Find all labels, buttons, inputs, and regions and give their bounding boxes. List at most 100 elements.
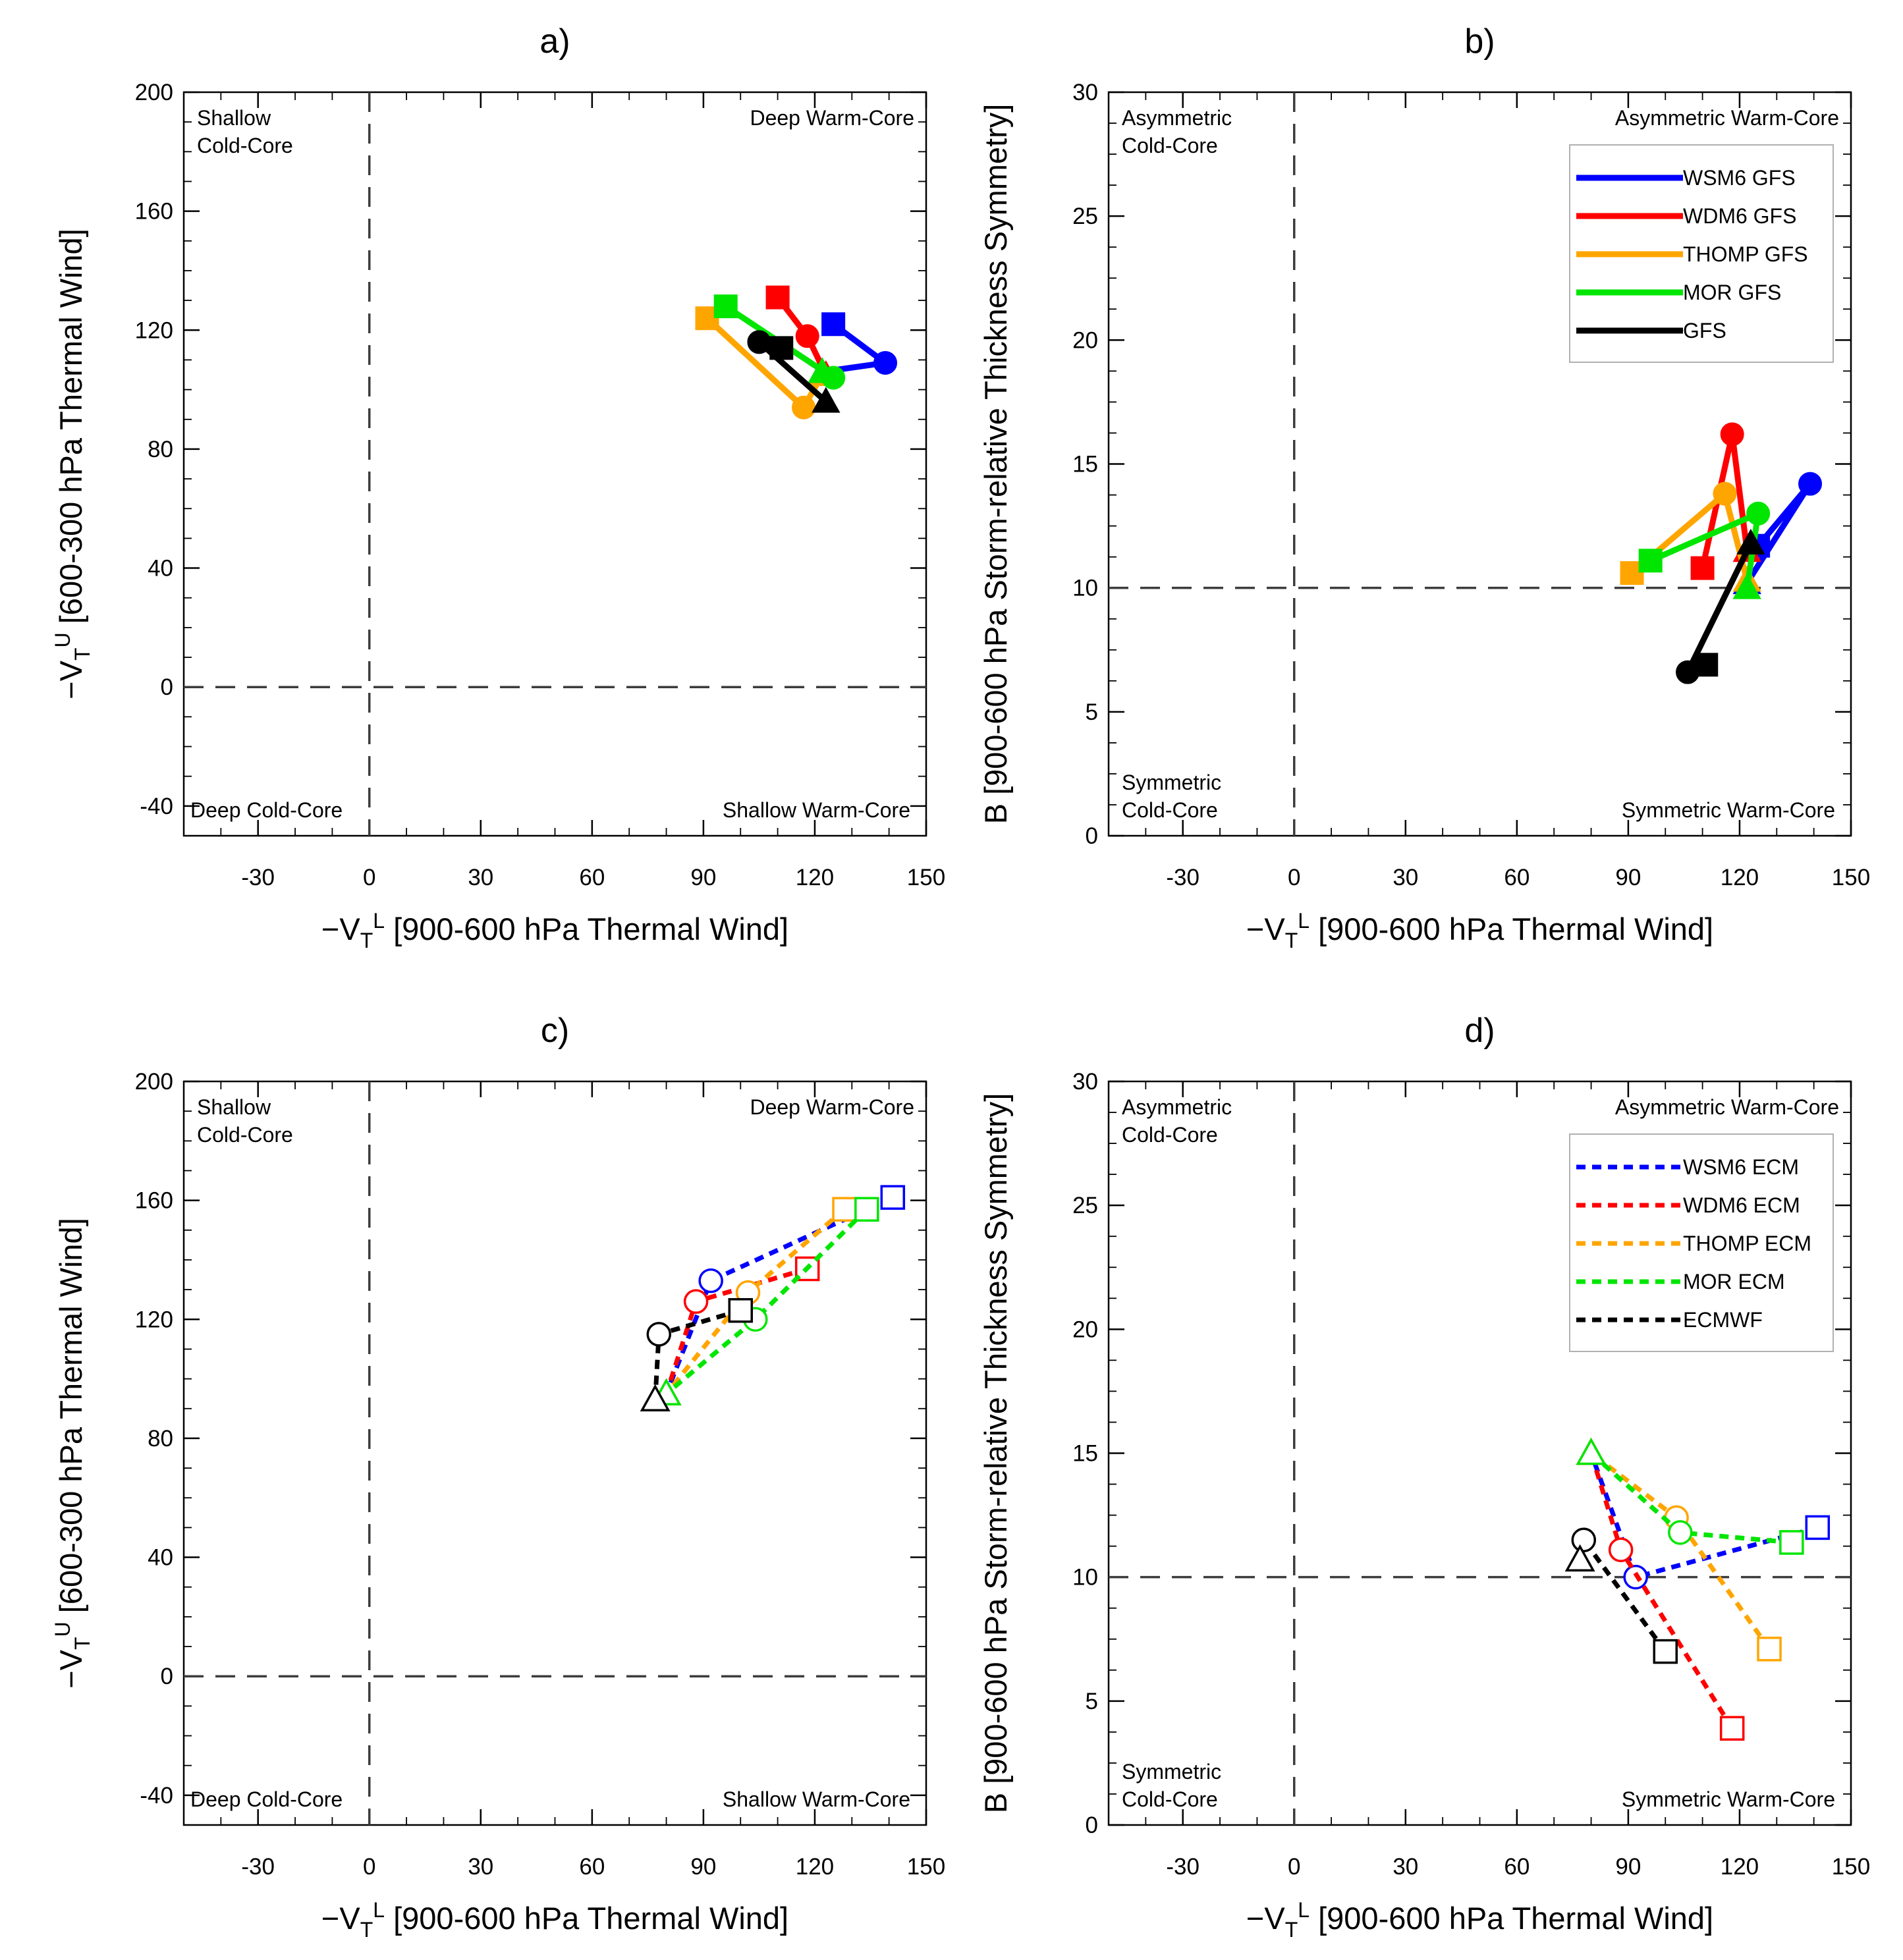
quadrant-label-bottom-right: Shallow Warm-Core — [723, 798, 910, 822]
x-tick-label: 90 — [690, 865, 716, 890]
x-tick-label: 30 — [468, 1854, 493, 1880]
data-point-square — [1653, 1639, 1678, 1664]
axis-title-symbol: −V — [1246, 912, 1285, 946]
legend: WSM6 GFS WDM6 GFS THOMP GFS MOR GFS GFS — [1569, 144, 1834, 363]
y-tick-label: 200 — [135, 80, 173, 105]
axis-title-text: [900-600 hPa Thermal Wind] — [1310, 912, 1713, 946]
quadrant-label-bottom-left: Symmetric — [1122, 1760, 1221, 1783]
quadrant-label-bottom-left: Deep Cold-Core — [190, 798, 343, 822]
axis-title-superscript: U — [51, 632, 74, 647]
axis-title-superscript: L — [373, 1898, 385, 1922]
data-point-circle — [1608, 1537, 1634, 1563]
axis-title-symbol: −V — [1246, 1901, 1285, 1936]
legend-label: ECMWF — [1683, 1308, 1763, 1332]
data-point-square — [769, 336, 794, 360]
y-tick-label: 120 — [135, 317, 173, 343]
y-tick-label: 30 — [1072, 1069, 1098, 1095]
x-tick-label: 0 — [1288, 865, 1300, 890]
data-point-triangle — [1576, 1437, 1607, 1465]
y-tick-label: -40 — [140, 1783, 173, 1809]
x-tick-label: 60 — [579, 1854, 605, 1880]
data-point-circle — [646, 1322, 672, 1347]
series-wdm6 — [1576, 1437, 1745, 1741]
data-point-square — [854, 1197, 879, 1222]
series-line — [1589, 1452, 1819, 1580]
y-tick-label: -40 — [140, 794, 173, 819]
series-line — [664, 1195, 894, 1395]
data-point-triangle — [1736, 528, 1765, 555]
x-tick-label: 150 — [907, 865, 945, 890]
panel-title: c) — [541, 1012, 569, 1050]
x-tick-label: 150 — [907, 1854, 945, 1880]
data-point-triangle — [640, 1384, 671, 1411]
quadrant-label-top-left: Asymmetric — [1122, 106, 1232, 130]
axis-title-subscript: T — [360, 929, 373, 952]
series-wsm6 — [1576, 1437, 1831, 1590]
plot-frame — [182, 1080, 927, 1826]
legend-label: WSM6 GFS — [1683, 166, 1796, 190]
y-tick-label: 20 — [1072, 327, 1098, 353]
legend-label: THOMP ECM — [1683, 1232, 1811, 1255]
data-point-triangle — [812, 387, 841, 413]
y-tick-label: 10 — [1072, 1565, 1098, 1591]
quadrant-label-bottom-right: Symmetric Warm-Core — [1622, 1787, 1835, 1811]
series-mor — [1638, 501, 1771, 599]
series-ctrl — [1564, 1527, 1678, 1664]
data-point-circle — [795, 324, 819, 348]
y-tick-label: 200 — [135, 1069, 173, 1095]
series-mor — [713, 294, 846, 390]
y-tick-label: 30 — [1072, 80, 1098, 105]
data-point-triangle — [1732, 573, 1761, 599]
axis-title-subscript: T — [1285, 929, 1298, 952]
series-mor — [1576, 1437, 1804, 1555]
quadrant-label-top-left: Cold-Core — [1122, 134, 1218, 157]
y-tick-label: 160 — [135, 199, 173, 225]
axis-title-symbol: −V — [53, 1649, 88, 1688]
y-tick-label: 160 — [135, 1188, 173, 1214]
y-tick-label: 10 — [1072, 576, 1098, 601]
axis-title-subscript: T — [70, 647, 94, 661]
legend-label: WDM6 ECM — [1683, 1193, 1800, 1217]
data-point-triangle — [808, 357, 837, 383]
data-point-square — [1805, 1515, 1831, 1540]
quadrant-label-top-left: Cold-Core — [197, 134, 293, 157]
x-tick-label: 120 — [796, 1854, 834, 1880]
axis-title-text: [900-600 hPa Thermal Wind] — [385, 1901, 788, 1936]
y-tick-label: 15 — [1072, 452, 1098, 477]
y-tick-label: 5 — [1086, 699, 1098, 725]
x-tick-label: 60 — [1504, 1854, 1530, 1880]
quadrant-label-top-left: Cold-Core — [197, 1123, 293, 1147]
legend-label: MOR ECM — [1683, 1270, 1785, 1293]
y-tick-label: 40 — [148, 1545, 173, 1571]
axis-title-symbol: −V — [53, 660, 88, 699]
y-tick-label: 80 — [148, 1426, 173, 1452]
panel-title: b) — [1464, 22, 1495, 61]
x-axis-title: −VTL [900-600 hPa Thermal Wind] — [321, 909, 788, 952]
x-tick-label: -30 — [1166, 865, 1200, 890]
quadrant-label-bottom-left: Symmetric — [1122, 771, 1221, 794]
axis-title-subscript: T — [70, 1637, 94, 1650]
quadrant-label-bottom-left: Cold-Core — [1122, 1787, 1218, 1811]
axis-title-superscript: L — [373, 909, 385, 933]
quadrant-label-top-left: Asymmetric — [1122, 1095, 1232, 1119]
series-wdm6 — [1690, 422, 1761, 580]
quadrant-label-bottom-right: Symmetric Warm-Core — [1622, 798, 1835, 822]
data-point-square — [1690, 556, 1715, 580]
data-point-square — [821, 312, 846, 337]
panel-b: b) -30 0 30 60 90 120 150 0 5 10 15 20 25 30 −VTL [900-… — [978, 22, 1870, 952]
data-point-circle — [1798, 472, 1823, 496]
legend-label: MOR GFS — [1683, 281, 1781, 304]
x-axis-title: −VTL [900-600 hPa Thermal Wind] — [1246, 1898, 1713, 1942]
data-point-square — [1719, 1716, 1745, 1741]
data-point-square — [1779, 1530, 1804, 1555]
y-tick-label: 20 — [1072, 1317, 1098, 1342]
data-point-circle — [683, 1289, 709, 1314]
data-point-square — [695, 306, 719, 331]
data-point-circle — [1571, 1527, 1597, 1552]
data-point-circle — [1713, 481, 1737, 506]
y-axis-title: B [900-600 hPa Storm-relative Thickness … — [978, 104, 1013, 825]
y-axis-title: −VTU [600-300 hPa Thermal Wind] — [51, 229, 94, 699]
legend-label: WDM6 GFS — [1683, 204, 1796, 228]
axis-title-text: [600-300 hPa Thermal Wind] — [53, 1218, 88, 1621]
